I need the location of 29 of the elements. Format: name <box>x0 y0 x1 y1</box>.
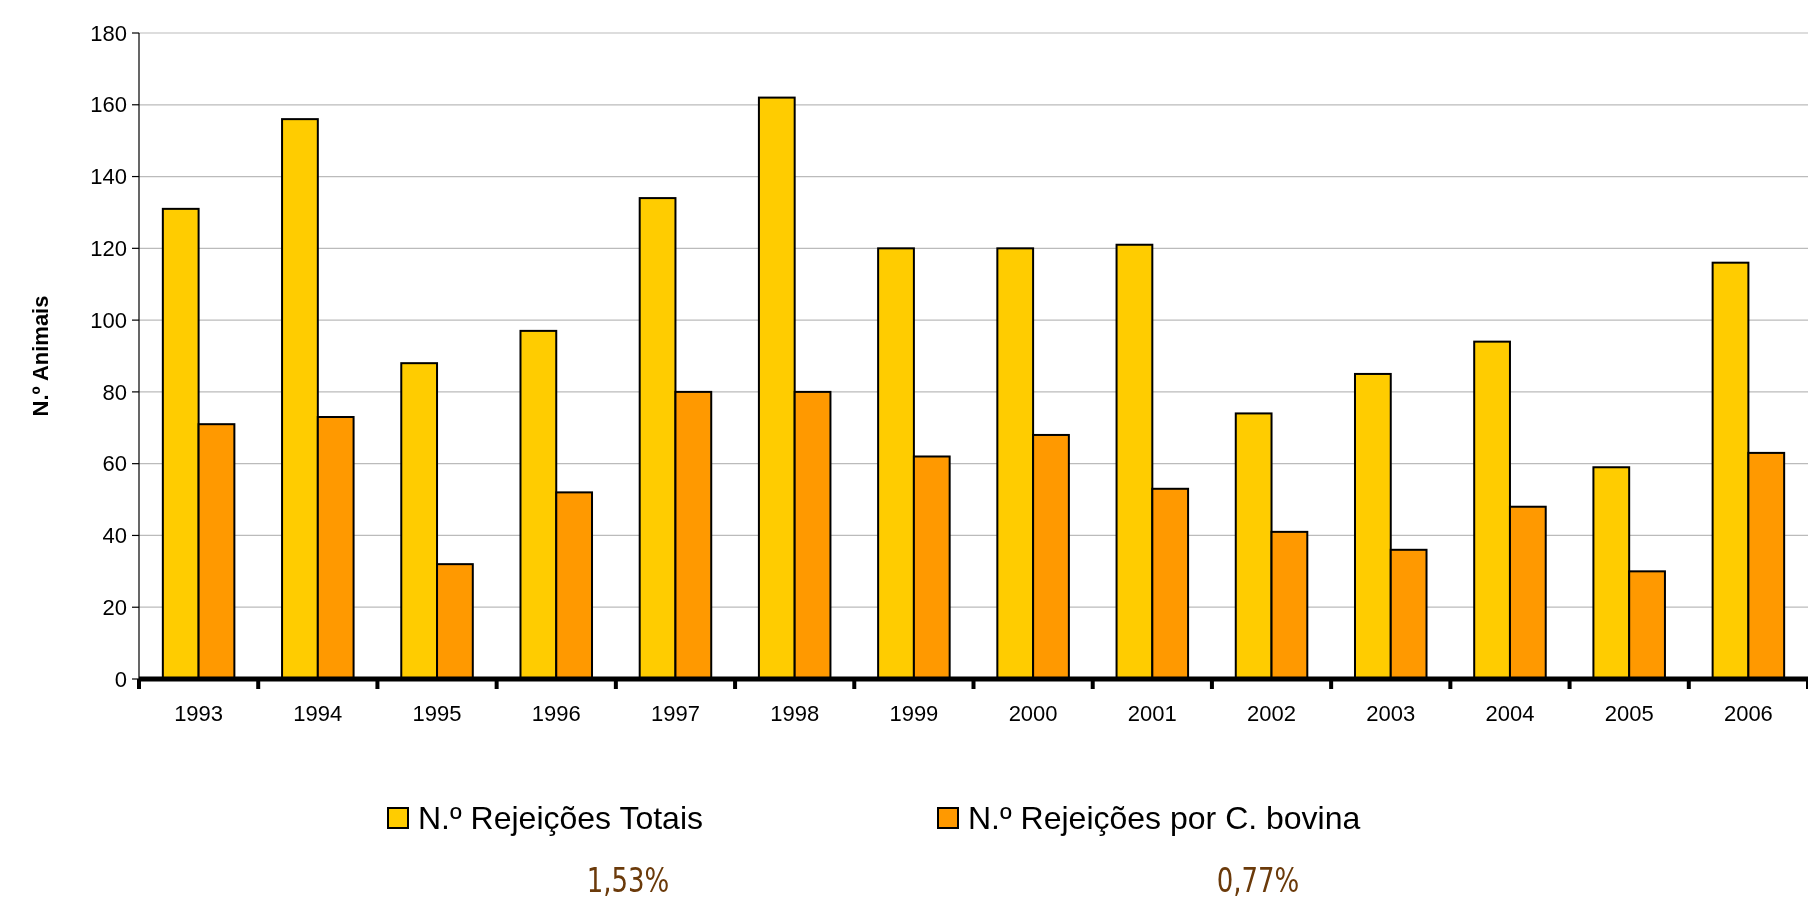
x-tick-label: 1997 <box>650 701 700 726</box>
y-tick-label: 0 <box>114 666 127 692</box>
y-tick-label: 140 <box>90 164 127 190</box>
x-tick-label: 2000 <box>1008 701 1058 726</box>
y-tick-label: 80 <box>102 379 127 405</box>
text: 1,53% <box>586 860 670 900</box>
y-tick-label: 180 <box>90 20 127 46</box>
x-tick-label: 1998 <box>770 701 820 726</box>
x-tick-label: 2004 <box>1485 701 1535 726</box>
y-tick-label: 40 <box>102 523 127 549</box>
text: 0,77% <box>1216 860 1300 900</box>
y-tick-label: 60 <box>102 451 127 477</box>
x-tick-label: 2002 <box>1247 701 1297 726</box>
x-tick-label: 2005 <box>1604 701 1654 726</box>
x-tick-label: 1995 <box>412 701 462 726</box>
legend-label: N.º Rejeições por C. bovina <box>968 800 1361 837</box>
y-tick-label: 100 <box>90 307 127 333</box>
x-tick-label: 1993 <box>174 701 224 726</box>
x-tick-label: 1996 <box>531 701 581 726</box>
y-tick-label: 20 <box>102 594 127 620</box>
y-tick-label: 120 <box>90 236 127 262</box>
x-tick-label: 1999 <box>889 701 939 726</box>
legend-label: N.º Rejeições Totais <box>418 800 703 837</box>
x-tick-label: 1994 <box>293 701 343 726</box>
y-tick-label: 160 <box>90 92 127 118</box>
x-tick-label: 2006 <box>1723 701 1773 726</box>
y-axis-title: N.º Animais <box>28 295 53 417</box>
x-tick-label: 2001 <box>1127 701 1177 726</box>
x-tick-label: 2003 <box>1366 701 1416 726</box>
